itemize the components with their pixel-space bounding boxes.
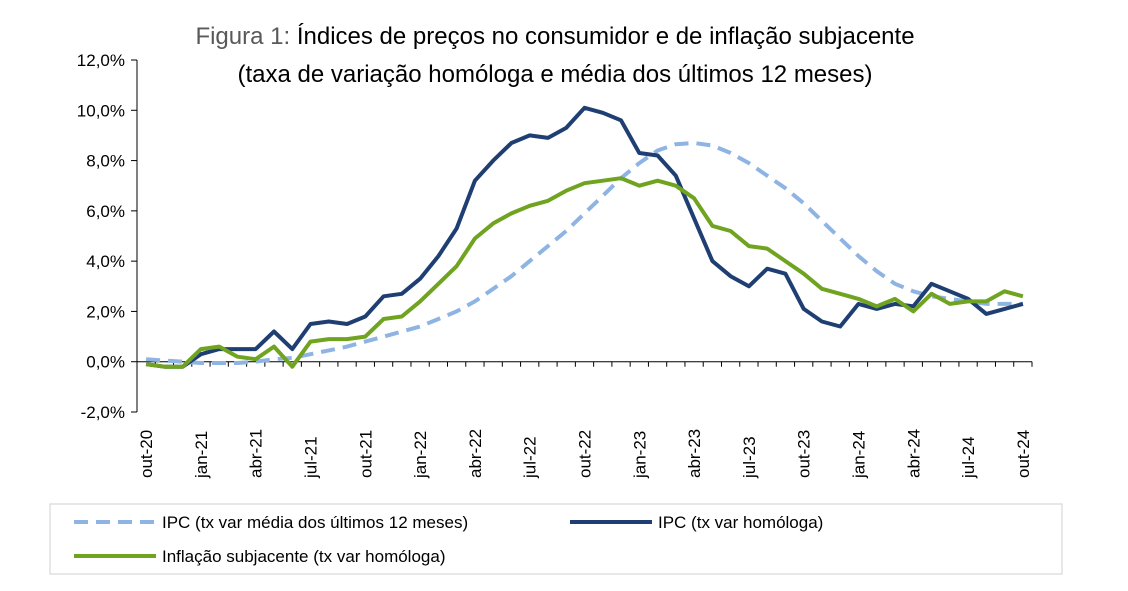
y-tick-label: 12,0%	[77, 51, 125, 70]
x-tick-label: out-23	[795, 430, 814, 478]
x-tick-label: jan-23	[630, 431, 649, 479]
legend-label-3: Inflação subjacente (tx var homóloga)	[162, 547, 446, 566]
legend-label-2: IPC (tx var homóloga)	[658, 513, 823, 532]
chart-title: Figura 1: Índices de preços no consumido…	[195, 23, 914, 50]
legend: IPC (tx var média dos últimos 12 meses) I…	[74, 513, 823, 566]
series-line-3	[145, 176, 1024, 369]
x-tick-label: jan-24	[849, 431, 868, 479]
y-tick-label: 4,0%	[86, 252, 125, 271]
y-tick-label: 8,0%	[86, 152, 125, 171]
series-line-1	[145, 141, 1023, 365]
x-tick-label: out-21	[356, 430, 375, 478]
y-tick-label: 10,0%	[77, 101, 125, 120]
x-tick-label: abr-23	[685, 429, 704, 478]
x-tick-label: out-24	[1014, 430, 1033, 478]
x-tick-label: jul-23	[740, 436, 759, 479]
x-tick-label: out-22	[576, 430, 595, 478]
legend-label-1: IPC (tx var média dos últimos 12 meses)	[162, 513, 468, 532]
series-line-2	[145, 105, 1024, 369]
x-tick-label: jul-21	[302, 436, 321, 479]
x-tick-label: jul-24	[959, 436, 978, 479]
series-layer	[145, 105, 1024, 369]
axes: -2,0% 0,0% 2,0% 4,0% 6,0% 8,0% 10,0% 12,0% out-2…	[77, 51, 1033, 479]
x-tick-label: jan-22	[411, 431, 430, 479]
x-tick-label: abr-22	[466, 429, 485, 478]
chart-subtitle: (taxa de variação homóloga e média dos ú…	[238, 61, 873, 88]
x-tick-label: out-20	[137, 430, 156, 478]
legend-box	[49, 503, 1063, 575]
y-tick-label: -2,0%	[81, 403, 125, 422]
chart-title-main: Índices de preços no consumidor e de inf…	[297, 23, 915, 50]
x-tick-label: abr-24	[904, 429, 923, 478]
chart-title-prefix: Figura 1:	[195, 23, 290, 50]
x-tick-label: abr-21	[247, 429, 266, 478]
y-tick-label: 6,0%	[86, 202, 125, 221]
x-tick-label: jul-22	[521, 436, 540, 479]
x-tick-label: jan-21	[192, 431, 211, 479]
y-tick-label: 0,0%	[86, 353, 125, 372]
y-tick-label: 2,0%	[86, 302, 125, 321]
